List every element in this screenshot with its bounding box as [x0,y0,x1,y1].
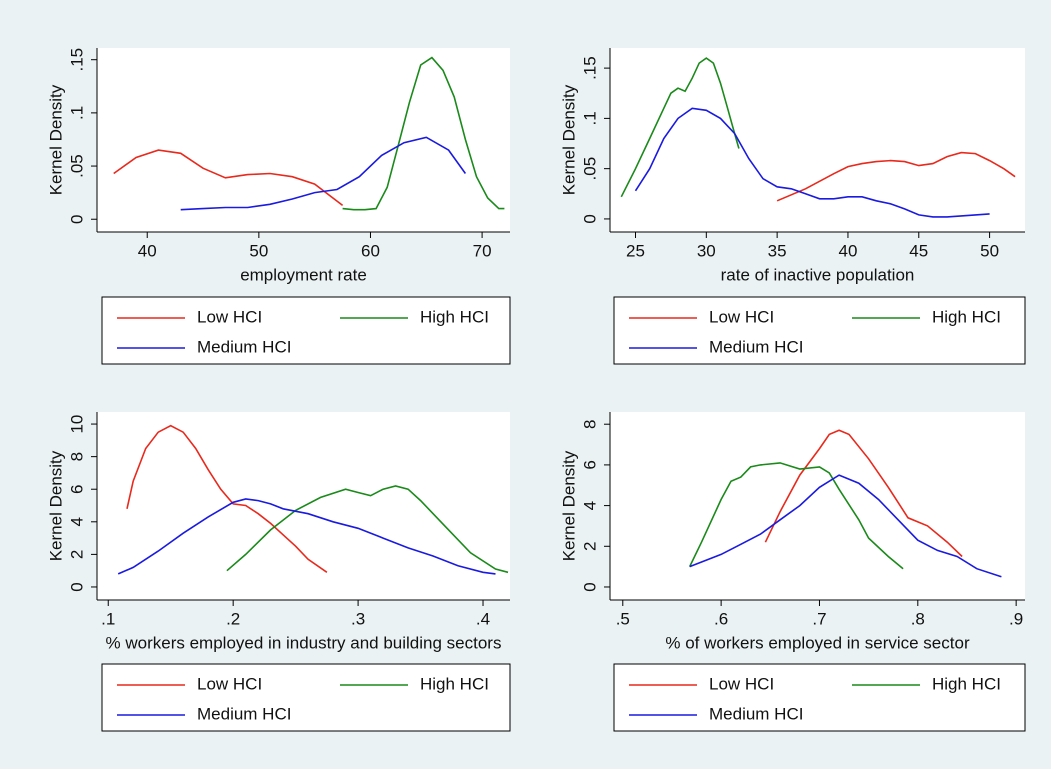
y-axis-title: Kernel Density [559,450,578,561]
legend-label: High HCI [932,307,1001,326]
x-tick-label: 30 [697,241,716,260]
density-line [688,462,904,570]
x-tick-label: .4 [476,609,490,628]
y-tick-label: .05 [580,157,599,181]
y-tick-label: 0 [67,582,86,591]
y-tick-label: 6 [67,484,86,493]
x-tick-label: 60 [361,241,380,260]
legend-label: Low HCI [197,307,262,326]
legend-label: High HCI [420,674,489,693]
x-axis-title: rate of inactive population [721,265,915,284]
legend-box [101,663,511,732]
y-tick-label: 0 [580,214,599,223]
y-tick-label: 2 [67,550,86,559]
legend-label: Low HCI [709,307,774,326]
legend-label: Medium HCI [709,337,803,356]
x-tick-label: 45 [909,241,928,260]
legend-label: Medium HCI [197,337,291,356]
x-tick-label: 50 [249,241,268,260]
y-tick-label: .1 [67,106,86,120]
legend-label: High HCI [932,674,1001,693]
y-tick-label: 0 [67,215,86,224]
x-tick-label: .9 [1009,609,1023,628]
legend-label: High HCI [420,307,489,326]
density-line [342,56,505,211]
x-axis-title: % workers employed in industry and build… [106,633,502,652]
x-tick-label: 70 [473,241,492,260]
y-tick-label: 4 [67,517,86,526]
legend-label: Low HCI [709,674,774,693]
y-tick-label: .15 [67,48,86,72]
y-tick-label: 6 [580,460,599,469]
x-tick-label: .8 [911,609,925,628]
y-axis-title: Kernel Density [559,84,578,195]
x-tick-label: .1 [101,609,115,628]
density-line [620,57,740,198]
plot-area [610,48,1025,232]
density-line [180,136,467,211]
y-tick-label: 8 [580,419,599,428]
x-tick-label: .6 [714,609,728,628]
x-axis-title: employment rate [240,265,367,284]
x-tick-label: 40 [838,241,857,260]
density-line [689,474,1002,578]
density-line [776,151,1016,202]
legend-label: Medium HCI [709,704,803,723]
y-axis-title: Kernel Density [46,84,65,195]
x-tick-label: 35 [768,241,787,260]
density-line [117,498,496,575]
legend-box [613,296,1026,365]
x-axis-title: % of workers employed in service sector [665,633,970,652]
x-tick-label: .2 [226,609,240,628]
y-tick-label: 8 [67,452,86,461]
density-line [764,429,963,558]
plot-area [610,412,1025,600]
y-tick-label: .1 [580,111,599,125]
legend-label: Medium HCI [197,704,291,723]
legend-box [613,663,1026,732]
x-tick-label: 50 [980,241,999,260]
density-line [113,149,344,207]
legend-label: Low HCI [197,674,262,693]
y-axis-title: Kernel Density [46,450,65,561]
y-tick-label: 4 [580,501,599,510]
y-tick-label: 0 [580,582,599,591]
y-tick-label: 10 [67,415,86,434]
x-tick-label: .7 [812,609,826,628]
y-tick-label: .15 [580,56,599,80]
x-tick-label: 25 [626,241,645,260]
density-line [126,424,328,573]
y-tick-label: .05 [67,154,86,178]
x-tick-label: .5 [616,609,630,628]
x-tick-label: 40 [138,241,157,260]
y-tick-label: 2 [580,542,599,551]
density-line [226,485,509,574]
legend-box [101,296,511,365]
plot-area [97,48,510,232]
density-line [634,107,990,218]
x-tick-label: .3 [351,609,365,628]
